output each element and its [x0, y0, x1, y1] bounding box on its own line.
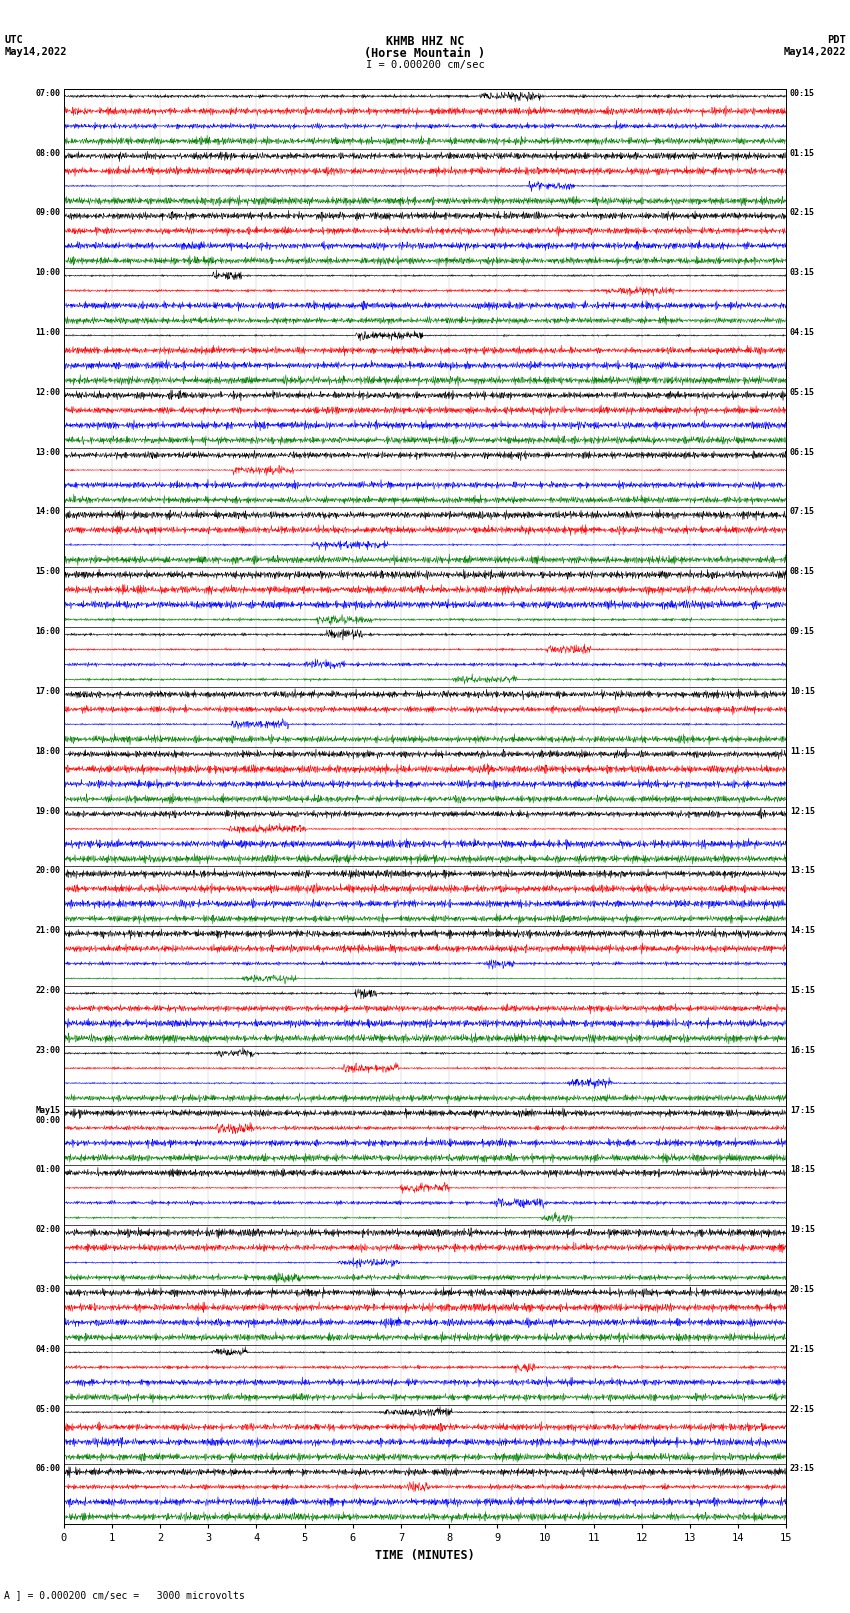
Text: 04:15: 04:15 — [790, 327, 815, 337]
Text: 15:15: 15:15 — [790, 986, 815, 995]
Text: 10:00: 10:00 — [35, 268, 60, 277]
Text: 19:15: 19:15 — [790, 1226, 815, 1234]
Text: 05:00: 05:00 — [35, 1405, 60, 1413]
Text: 21:00: 21:00 — [35, 926, 60, 936]
Text: May14,2022: May14,2022 — [4, 47, 67, 56]
Text: 03:00: 03:00 — [35, 1286, 60, 1294]
Text: 00:15: 00:15 — [790, 89, 815, 98]
Text: 16:15: 16:15 — [790, 1045, 815, 1055]
Text: 14:00: 14:00 — [35, 508, 60, 516]
Text: 23:15: 23:15 — [790, 1465, 815, 1473]
Text: 14:15: 14:15 — [790, 926, 815, 936]
Text: 12:15: 12:15 — [790, 806, 815, 816]
Text: 07:00: 07:00 — [35, 89, 60, 98]
Text: 21:15: 21:15 — [790, 1345, 815, 1353]
Text: 13:15: 13:15 — [790, 866, 815, 876]
Text: 09:00: 09:00 — [35, 208, 60, 218]
Text: PDT: PDT — [827, 35, 846, 45]
Text: 03:15: 03:15 — [790, 268, 815, 277]
Text: 19:00: 19:00 — [35, 806, 60, 816]
Text: 01:00: 01:00 — [35, 1165, 60, 1174]
Text: (Horse Mountain ): (Horse Mountain ) — [365, 47, 485, 60]
Text: 17:00: 17:00 — [35, 687, 60, 695]
Text: 22:00: 22:00 — [35, 986, 60, 995]
Text: 18:15: 18:15 — [790, 1165, 815, 1174]
Text: 11:00: 11:00 — [35, 327, 60, 337]
Text: 20:15: 20:15 — [790, 1286, 815, 1294]
Text: 02:00: 02:00 — [35, 1226, 60, 1234]
Text: 18:00: 18:00 — [35, 747, 60, 755]
Text: 08:00: 08:00 — [35, 148, 60, 158]
Text: 15:00: 15:00 — [35, 568, 60, 576]
Text: A ] = 0.000200 cm/sec =   3000 microvolts: A ] = 0.000200 cm/sec = 3000 microvolts — [4, 1590, 245, 1600]
Text: 23:00: 23:00 — [35, 1045, 60, 1055]
Text: I = 0.000200 cm/sec: I = 0.000200 cm/sec — [366, 60, 484, 69]
X-axis label: TIME (MINUTES): TIME (MINUTES) — [375, 1548, 475, 1561]
Text: 20:00: 20:00 — [35, 866, 60, 876]
Text: 16:00: 16:00 — [35, 627, 60, 636]
Text: 04:00: 04:00 — [35, 1345, 60, 1353]
Text: 01:15: 01:15 — [790, 148, 815, 158]
Text: UTC: UTC — [4, 35, 23, 45]
Text: 02:15: 02:15 — [790, 208, 815, 218]
Text: 12:00: 12:00 — [35, 387, 60, 397]
Text: 17:15: 17:15 — [790, 1105, 815, 1115]
Text: 22:15: 22:15 — [790, 1405, 815, 1413]
Text: May14,2022: May14,2022 — [783, 47, 846, 56]
Text: 08:15: 08:15 — [790, 568, 815, 576]
Text: 13:00: 13:00 — [35, 448, 60, 456]
Text: 05:15: 05:15 — [790, 387, 815, 397]
Text: May15
00:00: May15 00:00 — [35, 1105, 60, 1124]
Text: KHMB HHZ NC: KHMB HHZ NC — [386, 35, 464, 48]
Text: 06:00: 06:00 — [35, 1465, 60, 1473]
Text: 09:15: 09:15 — [790, 627, 815, 636]
Text: 10:15: 10:15 — [790, 687, 815, 695]
Text: 07:15: 07:15 — [790, 508, 815, 516]
Text: 06:15: 06:15 — [790, 448, 815, 456]
Text: 11:15: 11:15 — [790, 747, 815, 755]
